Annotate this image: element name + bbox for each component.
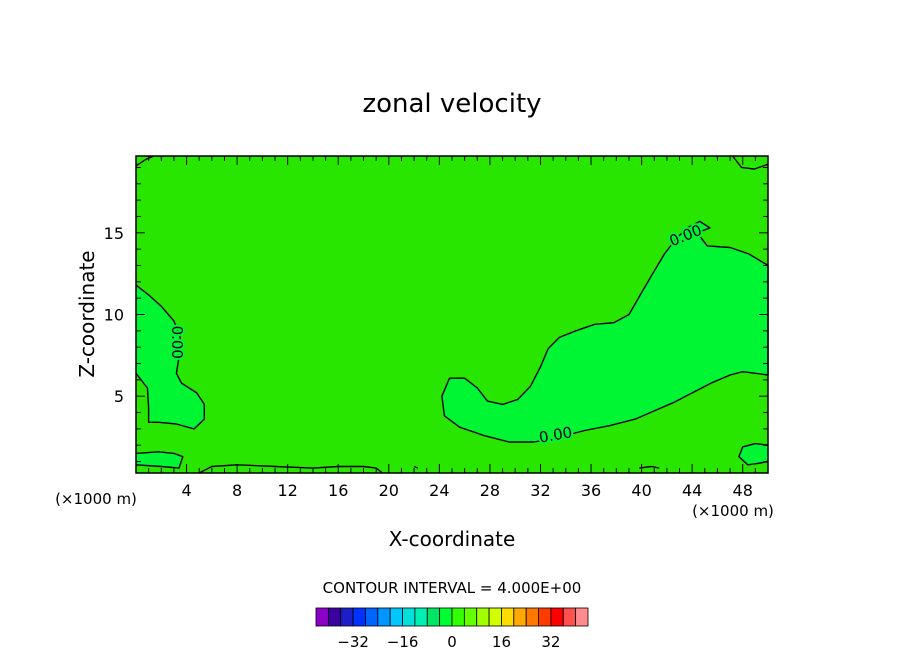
colorbar-swatch	[402, 607, 416, 627]
colorbar-tick-label: 16	[492, 633, 511, 651]
colorbar-swatch	[463, 607, 478, 627]
x-tick-label: 24	[429, 481, 449, 500]
colorbar-swatch	[315, 607, 329, 627]
colorbar-swatch	[365, 607, 379, 627]
contour-top-left	[135, 155, 154, 167]
colorbar-swatch	[389, 607, 403, 627]
colorbar-swatch	[550, 607, 564, 627]
axis-ticks	[136, 156, 768, 473]
chart-title: zonal velocity	[362, 89, 541, 119]
x-tick-label: 44	[682, 481, 702, 500]
x-tick-label: 12	[278, 481, 298, 500]
y-tick-label: 15	[104, 224, 124, 243]
y-tick-labels: 5 10 15	[104, 224, 124, 406]
x-unit-label-right: (×1000 m)	[692, 502, 774, 520]
colorbar-tick-label: 32	[541, 633, 560, 651]
y-axis-label: Z-coordinate	[75, 250, 99, 377]
colorbar-tick-label: −16	[387, 633, 419, 651]
colorbar-swatch	[414, 607, 428, 627]
colorbar-swatch	[439, 607, 453, 627]
contour-bottom-left	[135, 451, 184, 469]
contour-right-lobe	[441, 220, 769, 443]
x-tick-label: 8	[232, 481, 242, 500]
colorbar-tick-labels: −32 −16 0 16 32	[337, 633, 560, 651]
x-axis-label: X-coordinate	[389, 527, 516, 551]
zero-contour-lines	[135, 155, 769, 474]
x-tick-label: 16	[328, 481, 348, 500]
fill-bottom-right	[738, 443, 768, 465]
fill-right-lobe	[441, 221, 768, 442]
colorbar-swatch	[377, 607, 391, 627]
colorbar-swatch	[501, 607, 515, 627]
y-tick-label: 5	[114, 387, 124, 406]
fill-bottom-left	[136, 451, 183, 469]
colorbar-swatch	[525, 607, 539, 627]
colorbar-swatch	[488, 607, 502, 627]
colorbar-swatch	[575, 607, 589, 627]
colorbar-tick-label: 0	[447, 633, 457, 651]
x-tick-label: 40	[631, 481, 651, 500]
colorbar-swatch	[426, 607, 441, 627]
contour-left-lobe	[135, 284, 205, 430]
x-tick-label: 48	[733, 481, 753, 500]
colorbar-swatch	[513, 607, 527, 627]
colorbar-swatch	[538, 607, 552, 627]
x-unit-label-left: (×1000 m)	[55, 490, 137, 508]
contour-top-right	[732, 155, 769, 170]
x-tick-label: 28	[480, 481, 500, 500]
contour-bottom-dots	[413, 465, 419, 469]
contour-bottom-nub	[639, 465, 660, 469]
colorbar-swatch	[476, 607, 490, 627]
positive-region-fills	[136, 221, 768, 469]
colorbar-tick-label: −32	[337, 633, 369, 651]
contour-bottom-right	[738, 442, 769, 466]
x-tick-labels: 4 8 12 16 20 24 28 32 36 40 44 48	[181, 481, 752, 500]
contour-interval-text: CONTOUR INTERVAL = 4.000E+00	[323, 579, 582, 597]
colorbar	[315, 607, 589, 627]
x-tick-label: 36	[581, 481, 601, 500]
x-tick-label: 20	[379, 481, 399, 500]
colorbar-swatch	[340, 607, 354, 627]
contour-label-1: 0.00	[168, 326, 186, 359]
colorbar-swatch	[562, 607, 577, 627]
colorbar-swatch	[352, 607, 366, 627]
x-tick-label: 4	[181, 481, 191, 500]
plot-area: 0.000.000.00	[135, 155, 769, 474]
fill-left-lobe	[136, 285, 205, 429]
x-tick-label: 32	[530, 481, 550, 500]
y-tick-label: 10	[104, 306, 124, 325]
colorbar-swatch	[327, 607, 342, 627]
colorbar-swatch	[451, 607, 465, 627]
